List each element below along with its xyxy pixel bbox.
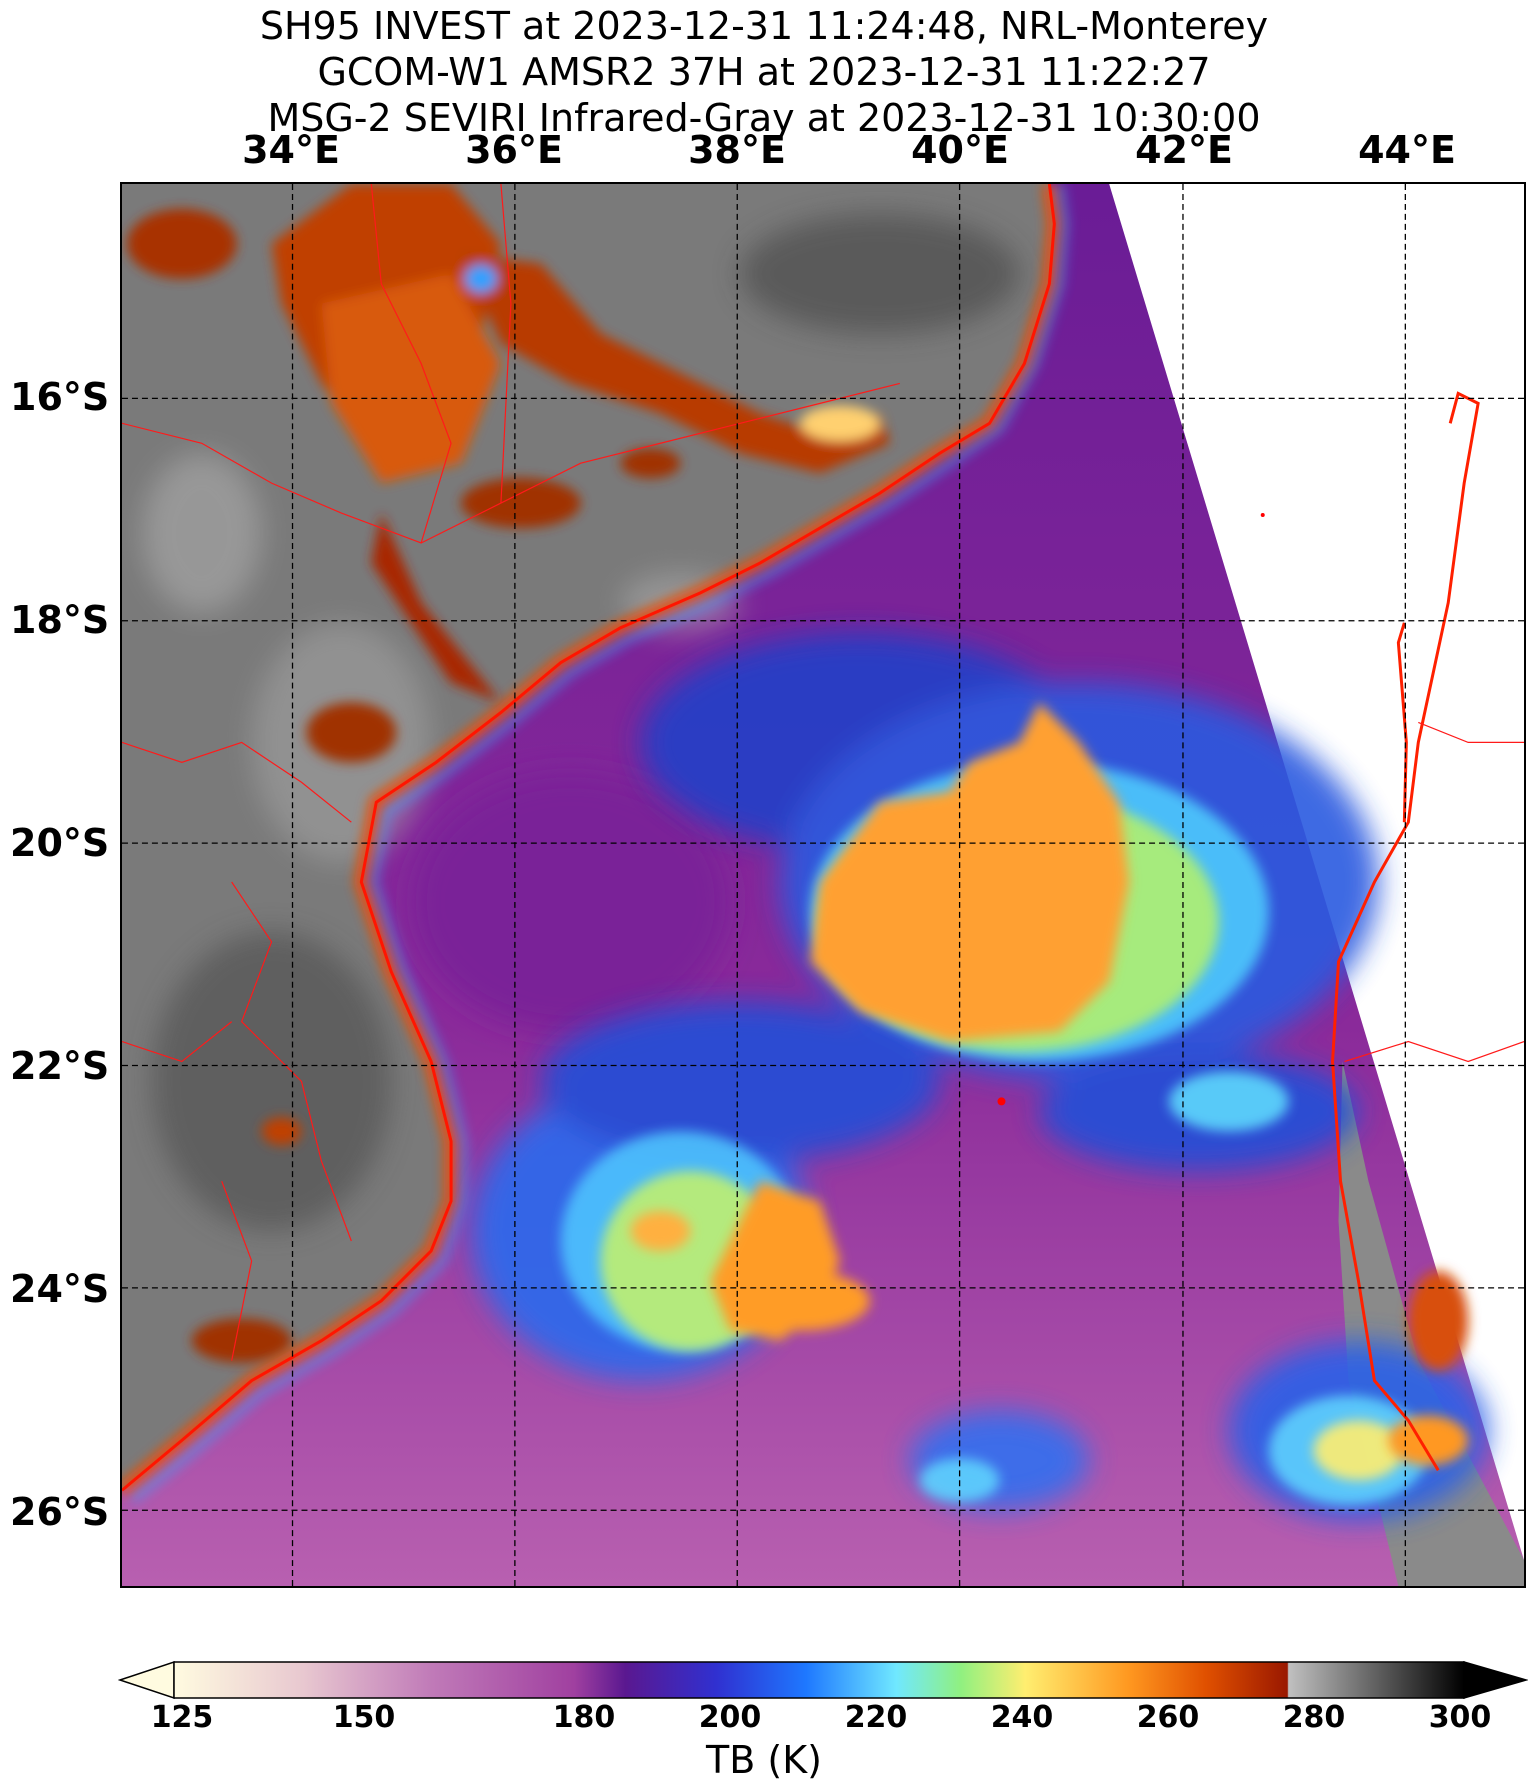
brightness-temperature-map [120,182,1526,1588]
lat-label-22s: 22°S [10,1044,110,1088]
colorbar-tick-200: 200 [698,1700,762,1735]
colorbar-tick-220: 220 [844,1700,908,1735]
lon-label-44e: 44°E [1358,128,1456,172]
title-line-2: GCOM-W1 AMSR2 37H at 2023-12-31 11:22:27 [317,50,1211,94]
coastal-band-blue [129,184,1069,1504]
lat-label-20s: 20°S [10,821,110,865]
colorbar-tick-280: 280 [1282,1700,1346,1735]
storm-center-marker [997,1097,1006,1106]
colorbar-tick-125: 125 [150,1700,214,1735]
title-line-1: SH95 INVEST at 2023-12-31 11:24:48, NRL-… [259,4,1269,48]
colorbar-tick-300: 300 [1428,1700,1492,1735]
colorbar-tick-150: 150 [332,1700,396,1735]
warm-land-areas [126,184,890,1363]
colorbar-tick-180: 180 [552,1700,616,1735]
colorbar [118,1660,1528,1700]
lon-label-34e: 34°E [242,128,340,172]
lat-label-26s: 26°S [10,1490,110,1534]
colorbar-tick-260: 260 [1136,1700,1200,1735]
lon-label-38e: 38°E [688,128,786,172]
island-marker [1260,513,1265,518]
convection-core [630,702,1469,1466]
africa-coastline [122,184,1056,1492]
country-borders [122,184,1524,1361]
lat-label-24s: 24°S [10,1267,110,1311]
colorbar-right-extend [1463,1661,1528,1699]
title-line-3: MSG-2 SEVIRI Infrared-Gray at 2023-12-31… [267,96,1261,140]
lat-label-16s: 16°S [10,375,110,419]
lat-label-18s: 18°S [10,598,110,642]
lon-label-36e: 36°E [465,128,563,172]
gridlines [122,184,1524,1586]
colorbar-left-extend [118,1660,175,1700]
lon-label-40e: 40°E [911,128,1009,172]
purple-region [411,772,731,1032]
colorbar-tick-240: 240 [990,1700,1054,1735]
colorbar-body [173,1661,1465,1699]
colorbar-label: TB (K) [706,1738,822,1782]
madagascar-coast [1331,391,1480,1472]
lon-label-42e: 42°E [1135,128,1233,172]
